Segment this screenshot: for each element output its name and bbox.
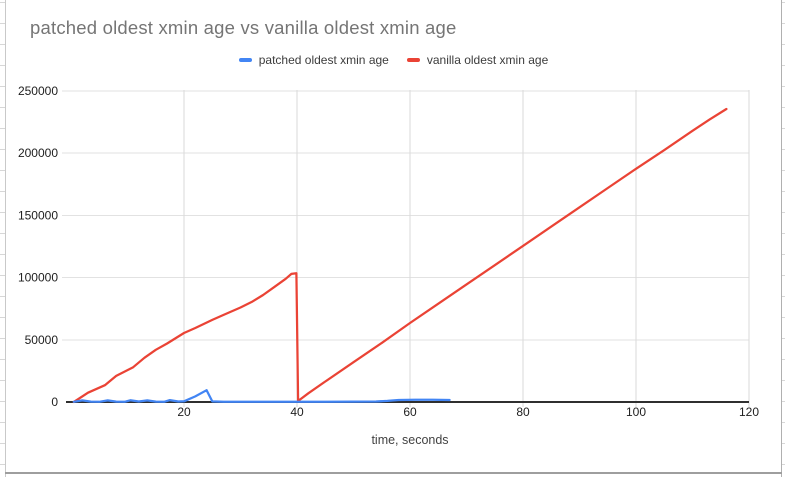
legend-item-vanilla: vanilla oldest xmin age	[406, 53, 549, 67]
svg-text:40: 40	[290, 405, 304, 419]
legend-swatch-vanilla-icon	[406, 58, 420, 62]
chart-widget-border	[5, 472, 782, 474]
legend-swatch-patched-icon	[238, 58, 252, 62]
x-axis-title: time, seconds	[371, 433, 449, 447]
svg-text:250000: 250000	[18, 84, 58, 98]
spreadsheet-gridlines-left	[0, 0, 6, 477]
svg-text:100: 100	[626, 405, 646, 419]
chart-legend: patched oldest xmin age vanilla oldest x…	[6, 53, 781, 67]
svg-text:200000: 200000	[18, 146, 58, 160]
svg-text:50000: 50000	[25, 333, 59, 347]
svg-text:20: 20	[177, 405, 191, 419]
svg-text:120: 120	[739, 405, 759, 419]
chart-widget[interactable]: patched oldest xmin age vs vanilla oldes…	[6, 0, 781, 473]
legend-label-vanilla: vanilla oldest xmin age	[426, 53, 549, 67]
legend-item-patched: patched oldest xmin age	[238, 53, 389, 67]
spreadsheet-gridlines-right	[781, 0, 785, 477]
svg-text:60: 60	[403, 405, 417, 419]
svg-text:100000: 100000	[18, 271, 58, 285]
svg-text:0: 0	[51, 395, 58, 409]
legend-label-patched: patched oldest xmin age	[258, 53, 389, 67]
svg-text:80: 80	[516, 405, 530, 419]
svg-text:150000: 150000	[18, 208, 58, 222]
chart-title: patched oldest xmin age vs vanilla oldes…	[30, 17, 457, 38]
